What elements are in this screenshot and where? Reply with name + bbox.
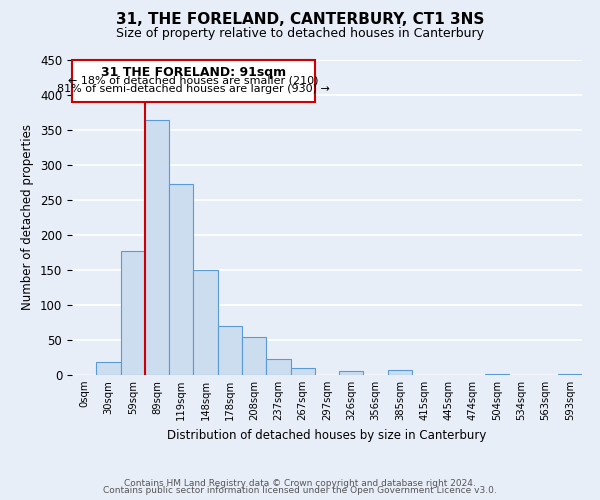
Bar: [388, 370, 412, 375]
Text: 81% of semi-detached houses are larger (930) →: 81% of semi-detached houses are larger (…: [57, 84, 330, 94]
Text: Contains public sector information licensed under the Open Government Licence v3: Contains public sector information licen…: [103, 486, 497, 495]
Bar: [558, 374, 582, 375]
Bar: [121, 251, 145, 375]
Bar: [290, 368, 315, 375]
X-axis label: Distribution of detached houses by size in Canterbury: Distribution of detached houses by size …: [167, 428, 487, 442]
Text: ← 18% of detached houses are smaller (210): ← 18% of detached houses are smaller (21…: [68, 76, 319, 86]
Bar: [218, 326, 242, 375]
Bar: [193, 270, 218, 375]
Text: Contains HM Land Registry data © Crown copyright and database right 2024.: Contains HM Land Registry data © Crown c…: [124, 478, 476, 488]
Bar: [485, 374, 509, 375]
Bar: [169, 184, 193, 375]
Bar: [266, 359, 290, 375]
Text: 31, THE FORELAND, CANTERBURY, CT1 3NS: 31, THE FORELAND, CANTERBURY, CT1 3NS: [116, 12, 484, 28]
Bar: [145, 120, 169, 375]
FancyBboxPatch shape: [72, 60, 315, 102]
Bar: [96, 362, 121, 375]
Bar: [242, 336, 266, 375]
Y-axis label: Number of detached properties: Number of detached properties: [22, 124, 34, 310]
Text: 31 THE FORELAND: 91sqm: 31 THE FORELAND: 91sqm: [101, 66, 286, 78]
Bar: [339, 371, 364, 375]
Text: Size of property relative to detached houses in Canterbury: Size of property relative to detached ho…: [116, 28, 484, 40]
